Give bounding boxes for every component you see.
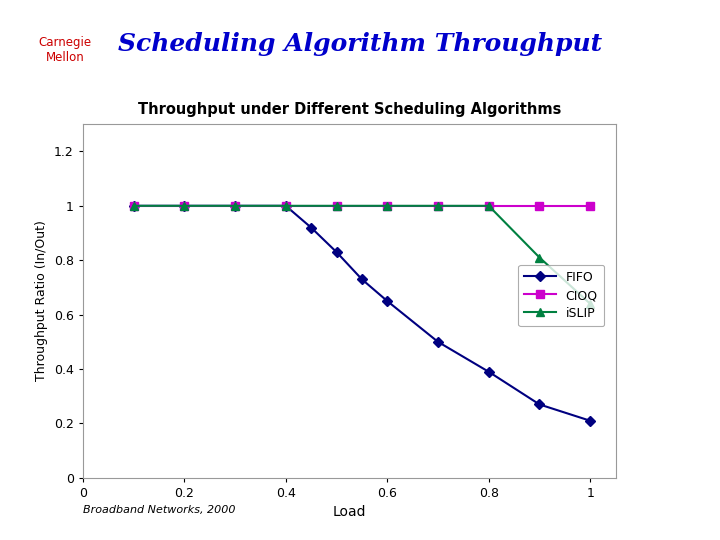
Y-axis label: Throughput Ratio (In/Out): Throughput Ratio (In/Out) [35,221,48,381]
Line: iSLIP: iSLIP [130,201,595,308]
FIFO [535,401,544,408]
iSLIP [535,254,544,261]
Text: Broadband Networks, 2000: Broadband Networks, 2000 [83,505,235,515]
FIFO [230,202,239,209]
Line: FIFO: FIFO [130,202,594,424]
FIFO [383,298,392,305]
CIOQ [332,202,341,209]
iSLIP [230,202,239,209]
CIOQ [180,202,189,209]
FIFO [129,202,138,209]
X-axis label: Load: Load [333,505,366,519]
Text: Carnegie
Mellon: Carnegie Mellon [38,37,91,64]
CIOQ [230,202,239,209]
iSLIP [383,202,392,209]
Legend: FIFO, CIOQ, iSLIP: FIFO, CIOQ, iSLIP [518,265,604,326]
CIOQ [282,202,290,209]
FIFO [433,339,442,345]
Text: Scheduling Algorithm Throughput: Scheduling Algorithm Throughput [118,32,602,56]
FIFO [485,368,493,375]
CIOQ [485,202,493,209]
iSLIP [485,202,493,209]
Line: CIOQ: CIOQ [130,201,595,210]
CIOQ [535,202,544,209]
FIFO [282,202,290,209]
iSLIP [129,202,138,209]
iSLIP [433,202,442,209]
FIFO [332,249,341,255]
CIOQ [433,202,442,209]
Title: Throughput under Different Scheduling Algorithms: Throughput under Different Scheduling Al… [138,103,561,118]
iSLIP [180,202,189,209]
iSLIP [332,202,341,209]
iSLIP [282,202,290,209]
CIOQ [586,202,595,209]
FIFO [307,224,315,231]
FIFO [586,417,595,424]
CIOQ [129,202,138,209]
CIOQ [383,202,392,209]
FIFO [180,202,189,209]
iSLIP [586,301,595,307]
FIFO [358,276,366,282]
